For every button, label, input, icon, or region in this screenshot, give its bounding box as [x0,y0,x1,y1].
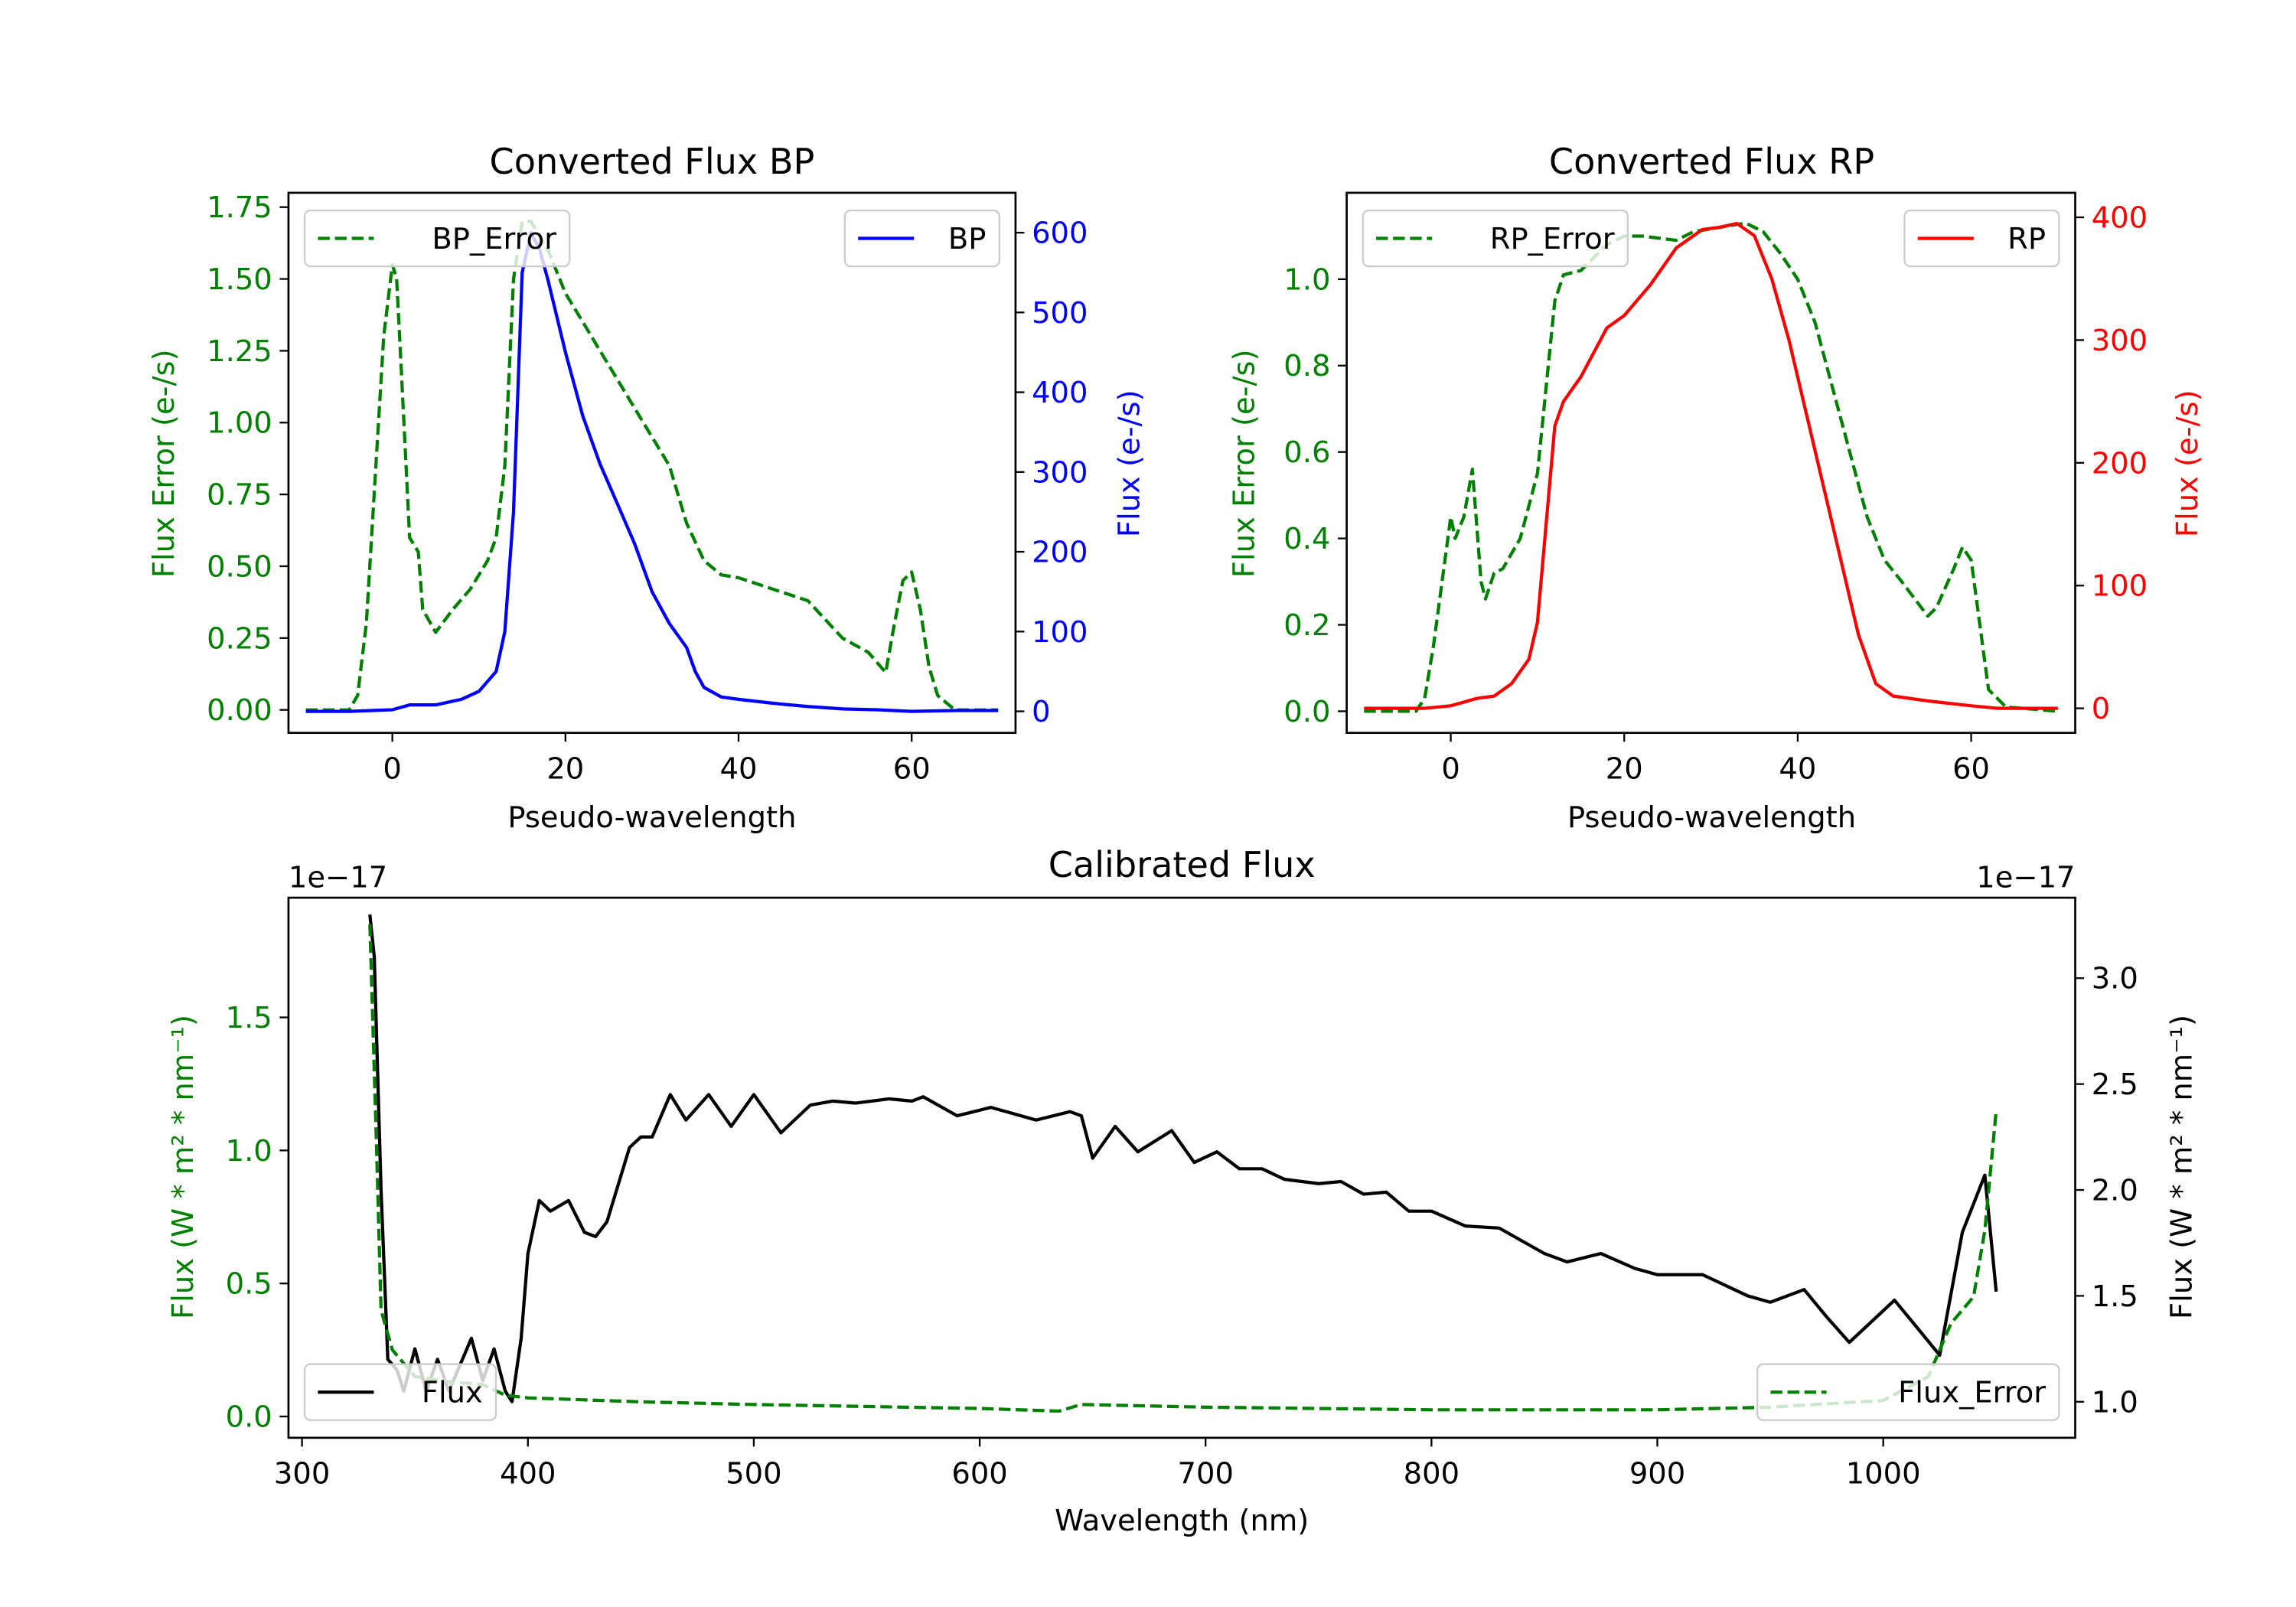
cal-xtick-label: 700 [1178,1456,1234,1491]
bp-ytick-right-label: 100 [1032,615,1088,650]
cal-series-flux [368,914,1998,1403]
bp-ytick-right-label: 500 [1032,296,1088,331]
cal-offset-left: 1e−17 [289,861,387,895]
bp-ytick-left-label: 1.50 [207,262,272,297]
cal-ytick-right-label: 1.0 [2092,1385,2138,1420]
rp-ylabel-right: Flux (e-/s) [2170,390,2205,537]
rp-ytick-right-label: 400 [2092,200,2148,235]
bp-ytick-left-label: 1.25 [207,334,272,369]
legend-label: RP_Error [1490,222,1615,256]
rp-xlabel: Pseudo-wavelength [1567,800,1856,835]
legend-label: BP_Error [432,222,556,256]
rp-xtick-label: 20 [1606,751,1643,786]
cal-xtick-label: 400 [500,1456,556,1491]
bp-ytick-left-label: 1.00 [207,406,272,441]
cal-ytick-right-label: 3.0 [2092,962,2138,996]
cal-xtick-label: 600 [951,1456,1007,1491]
cal-legend-flux: Flux [303,1363,497,1421]
cal-series-flux-error [368,924,1998,1413]
bp-ytick-left-label: 0.75 [207,478,272,513]
rp-legend-rp-error: RP_Error [1362,209,1629,268]
cal-xtick-label: 900 [1629,1456,1685,1491]
cal-offset-right: 1e−17 [1976,861,2075,895]
rp-ytick-left-label: 0.2 [1283,608,1330,643]
legend-box [303,1363,497,1421]
rp-series-rp-error [1364,221,2059,713]
bp-legend-bp: BP [843,209,1000,268]
rp-ytick-left-label: 0.4 [1283,522,1330,556]
cal-legend-flux-error: Flux_Error [1756,1363,2060,1421]
cal-ytick-left-label: 0.5 [226,1267,272,1302]
cal-xlabel: Wavelength (nm) [1055,1504,1309,1538]
bp-ytick-right-label: 300 [1032,455,1088,490]
cal-axes-frame [287,896,2076,1439]
cal-xtick-label: 800 [1404,1456,1459,1491]
rp-xtick-label: 0 [1441,751,1459,786]
rp-ytick-right-label: 100 [2092,569,2148,604]
legend-label: RP [2007,222,2046,256]
cal-ytick-left-label: 0.0 [226,1400,272,1434]
bp-ylabel-left: Flux Error (e-/s) [147,349,181,578]
bp-ytick-left-label: 0.50 [207,549,272,584]
bp-xtick-label: 20 [546,751,584,786]
rp-ylabel-left: Flux Error (e-/s) [1227,349,1261,578]
cal-ytick-right-label: 1.5 [2092,1279,2138,1314]
cal-ytick-left-label: 1.0 [226,1134,272,1169]
legend-box [303,209,571,268]
rp-xtick-label: 60 [1952,751,1990,786]
bp-ytick-right-label: 400 [1032,376,1088,410]
legend-label: Flux [422,1376,483,1410]
rp-xtick-label: 40 [1779,751,1816,786]
legend-label: Flux_Error [1898,1376,2046,1410]
cal-xtick-label: 500 [726,1456,781,1491]
cal-ytick-right-label: 2.5 [2092,1068,2138,1102]
bp-xtick-label: 40 [720,751,758,786]
bp-axes-frame [287,191,1017,735]
cal-title: Calibrated Flux [1049,844,1316,885]
legend-box [1756,1363,2060,1421]
bp-title: Converted Flux BP [490,141,815,182]
cal-ytick-right-label: 2.0 [2092,1173,2138,1208]
bp-xtick-label: 60 [893,751,931,786]
rp-ytick-left-label: 1.0 [1283,262,1330,297]
rp-ytick-left-label: 0.6 [1283,435,1330,470]
bp-ytick-left-label: 1.75 [207,191,272,225]
legend-box [1903,209,2060,268]
bp-ytick-right-label: 600 [1032,217,1088,251]
bp-legend-bp-error: BP_Error [303,209,571,268]
rp-ytick-right-label: 300 [2092,324,2148,358]
cal-ylabel-right: Flux (W * m² * nm⁻¹) [2164,1015,2199,1319]
bp-panel: Converted Flux BP Pseudo-wavelength Flux… [147,141,1147,835]
cal-ytick-left-label: 1.5 [226,1001,272,1035]
cal-xtick-label: 1000 [1846,1456,1921,1491]
legend-box [843,209,1000,268]
rp-ytick-left-label: 0.8 [1283,349,1330,383]
legend-label: BP [948,222,987,256]
rp-series-rp [1364,222,2058,710]
cal-ylabel-left: Flux (W * m² * nm⁻¹) [166,1015,201,1319]
bp-xlabel: Pseudo-wavelength [507,800,796,835]
rp-legend-rp: RP [1903,209,2060,268]
cal-xtick-label: 300 [274,1456,330,1491]
rp-title: Converted Flux RP [1549,141,1874,182]
bp-ylabel-right: Flux (e-/s) [1112,390,1146,537]
bp-ytick-right-label: 200 [1032,536,1088,570]
bp-xtick-label: 0 [383,751,401,786]
rp-ytick-right-label: 0 [2092,692,2110,726]
bp-series-bp-error [305,220,999,712]
bp-ytick-left-label: 0.25 [207,621,272,656]
rp-ytick-right-label: 200 [2092,446,2148,481]
bp-ytick-left-label: 0.00 [207,693,272,728]
legend-box [1362,209,1629,268]
bp-ytick-right-label: 0 [1032,695,1050,729]
calibrated-panel: Calibrated Flux Wavelength (nm) 1e−17 1e… [166,844,2200,1538]
bp-series-bp [305,230,999,713]
rp-panel: Converted Flux RP Pseudo-wavelength Flux… [1227,141,2205,835]
rp-ytick-left-label: 0.0 [1283,695,1330,729]
